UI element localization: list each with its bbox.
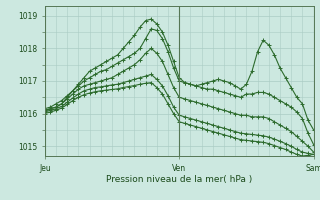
X-axis label: Pression niveau de la mer( hPa ): Pression niveau de la mer( hPa ) [106,175,252,184]
